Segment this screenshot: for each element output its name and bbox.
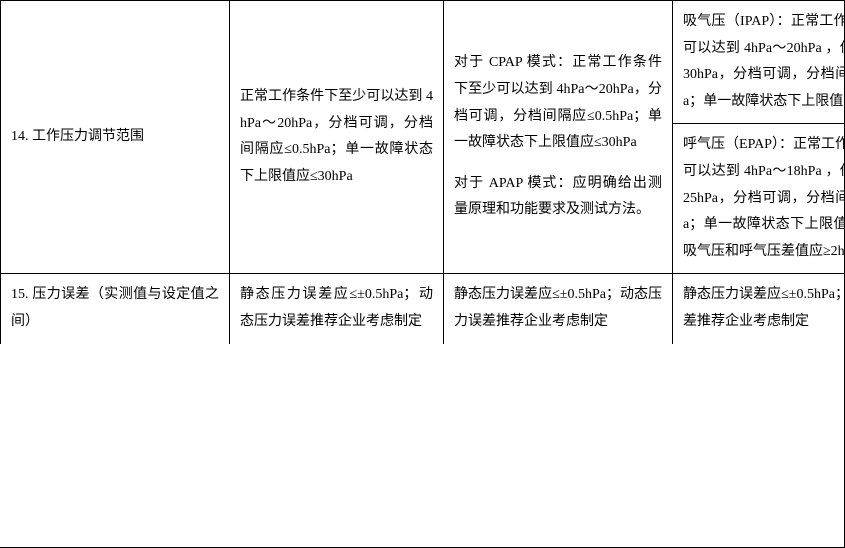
row15-col4: 静态压力误差应≤±0.5hPa；动态压力误差推荐企业考虑制定 bbox=[673, 274, 845, 344]
row15-col3: 静态压力误差应≤±0.5hPa；动态压力误差推荐企业考虑制定 bbox=[444, 274, 673, 344]
row15-col1: 15. 压力误差（实测值与设定值之间） bbox=[1, 274, 230, 344]
page-container: 14. 工作压力调节范围 正常工作条件下至少可以达到 4hPa～20hPa，分档… bbox=[0, 0, 845, 548]
table-row: 14. 工作压力调节范围 正常工作条件下至少可以达到 4hPa～20hPa，分档… bbox=[1, 1, 845, 124]
spec-table: 14. 工作压力调节范围 正常工作条件下至少可以达到 4hPa～20hPa，分档… bbox=[0, 0, 845, 344]
table-row: 15. 压力误差（实测值与设定值之间） 静态压力误差应≤±0.5hPa；动态压力… bbox=[1, 274, 845, 344]
row14-col4b: 呼气压（EPAP）：正常工作条件下至少可以达到 4hPa～18hPa ，但最高压… bbox=[673, 124, 845, 274]
row14-col3: 对于 CPAP 模式：正常工作条件下至少可以达到 4hPa～20hPa，分档可调… bbox=[444, 1, 673, 274]
row14-col1: 14. 工作压力调节范围 bbox=[1, 1, 230, 274]
row14-col3-p2: 对于 APAP 模式：应明确给出测量原理和功能要求及测试方法。 bbox=[454, 171, 662, 224]
row14-col3-p1: 对于 CPAP 模式：正常工作条件下至少可以达到 4hPa～20hPa，分档可调… bbox=[454, 50, 662, 156]
row15-col2: 静态压力误差应≤±0.5hPa；动态压力误差推荐企业考虑制定 bbox=[230, 274, 444, 344]
row14-col4a: 吸气压（IPAP）：正常工作条件下至少可以达到 4hPa～20hPa ，但最高压… bbox=[673, 1, 845, 124]
row14-col2: 正常工作条件下至少可以达到 4hPa～20hPa，分档可调，分档间隔应≤0.5h… bbox=[230, 1, 444, 274]
